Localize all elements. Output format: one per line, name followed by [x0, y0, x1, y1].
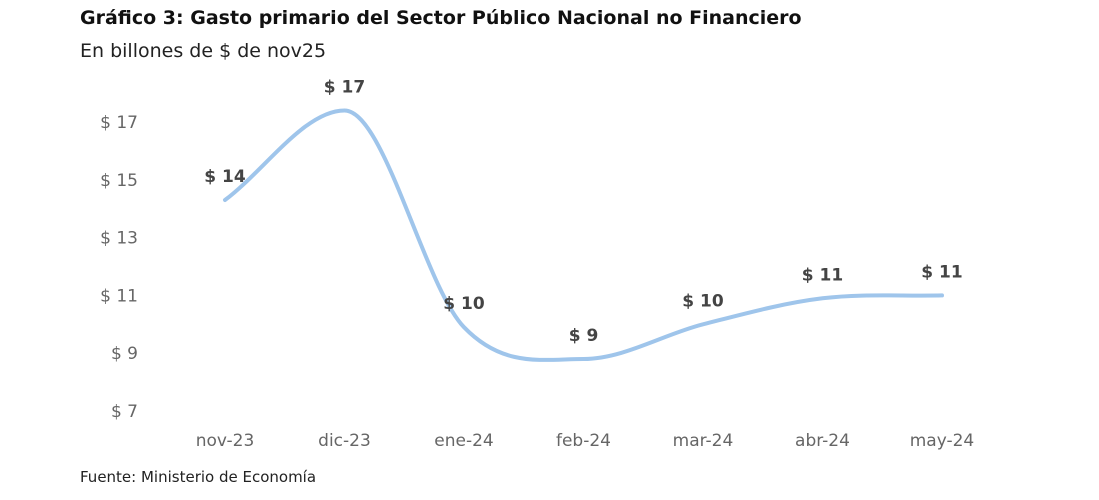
y-tick-label: $ 17 — [100, 113, 138, 133]
x-tick-label: feb-24 — [556, 431, 611, 451]
data-label: $ 11 — [921, 262, 962, 282]
data-label: $ 9 — [569, 326, 599, 346]
data-label: $ 10 — [443, 294, 485, 314]
data-label: $ 14 — [204, 167, 246, 187]
chart-subtitle: En billones de $ de nov25 — [80, 40, 327, 62]
y-tick-label: $ 13 — [100, 229, 138, 249]
y-tick-label: $ 9 — [111, 344, 138, 364]
data-label: $ 17 — [324, 77, 365, 97]
chart-title: Gráfico 3: Gasto primario del Sector Púb… — [80, 7, 802, 29]
x-tick-label: may-24 — [910, 431, 975, 451]
x-tick-label: abr-24 — [795, 431, 850, 451]
source-note: Fuente: Ministerio de Economía — [80, 468, 317, 486]
x-tick-label: dic-23 — [318, 431, 371, 451]
y-tick-label: $ 15 — [100, 171, 138, 191]
y-tick-label: $ 7 — [111, 402, 138, 422]
series-line — [223, 108, 944, 362]
x-tick-label: nov-23 — [196, 431, 255, 451]
x-tick-label: mar-24 — [673, 431, 734, 451]
data-label: $ 10 — [682, 291, 724, 311]
data-label: $ 11 — [802, 265, 843, 285]
y-tick-label: $ 11 — [100, 286, 138, 306]
x-tick-label: ene-24 — [434, 431, 493, 451]
